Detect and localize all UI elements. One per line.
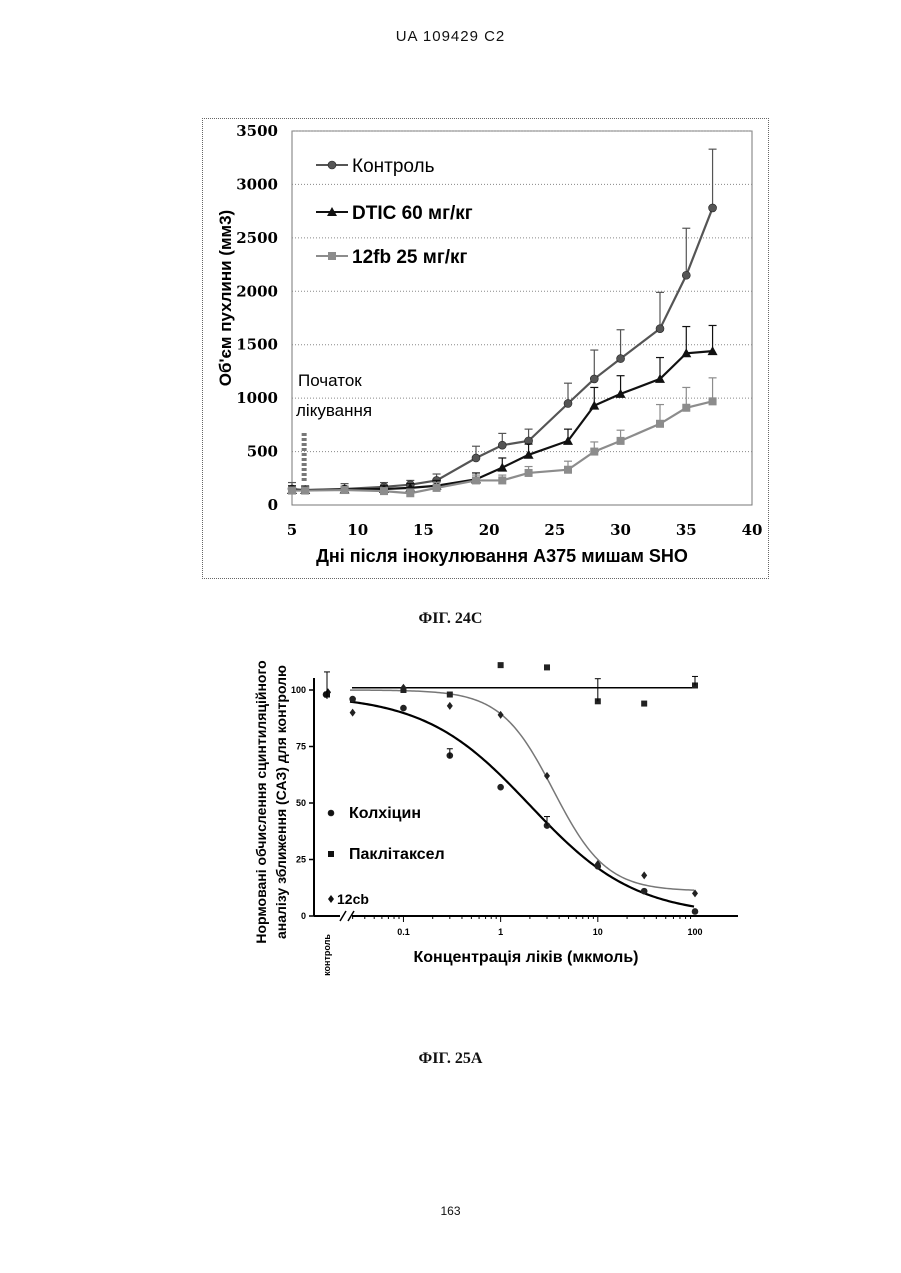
control-label: контроль xyxy=(322,934,332,976)
x-tick-label: 10 xyxy=(593,927,603,937)
y-tick-label: 25 xyxy=(296,855,306,865)
data-point xyxy=(641,888,647,894)
x-axis-label: Концентрація ліків (мкмоль) xyxy=(413,949,638,966)
figure-label-25a: ФІГ. 25А xyxy=(0,1050,901,1068)
legend-label: 12cb xyxy=(337,891,369,907)
y-tick-label: 100 xyxy=(291,685,306,695)
axis-break-1 xyxy=(340,911,346,921)
data-point xyxy=(544,664,550,670)
y-tick-label: 50 xyxy=(296,798,306,808)
y-tick-label: 0 xyxy=(301,911,306,921)
data-point xyxy=(350,709,356,717)
data-point xyxy=(641,701,647,707)
data-point xyxy=(498,784,504,790)
x-tick-label: 1 xyxy=(498,927,503,937)
series-3-points xyxy=(325,684,698,898)
data-point xyxy=(641,871,647,879)
page-number: 163 xyxy=(0,1204,901,1218)
y-axis-label-line-1: Нормовані обчислення сцинтиляційного xyxy=(253,660,269,943)
data-point xyxy=(498,662,504,668)
legend-label: Паклітаксел xyxy=(349,846,445,863)
data-point xyxy=(400,705,406,711)
legend-marker xyxy=(328,851,334,857)
data-point xyxy=(447,692,453,698)
legend-label: Колхіцин xyxy=(349,805,421,822)
y-tick-label: 75 xyxy=(296,742,306,752)
legend-marker xyxy=(328,810,334,816)
series-2-points xyxy=(324,662,698,706)
legend-marker xyxy=(328,895,334,903)
data-point xyxy=(350,696,356,702)
x-tick-label: 0.1 xyxy=(397,927,410,937)
data-point xyxy=(447,702,453,710)
x-tick-label: 100 xyxy=(687,927,702,937)
data-point xyxy=(692,908,698,914)
y-axis-label-line-2: аналізу зближення (САЗ) для контролю xyxy=(273,665,289,939)
series-1-points xyxy=(323,692,698,915)
